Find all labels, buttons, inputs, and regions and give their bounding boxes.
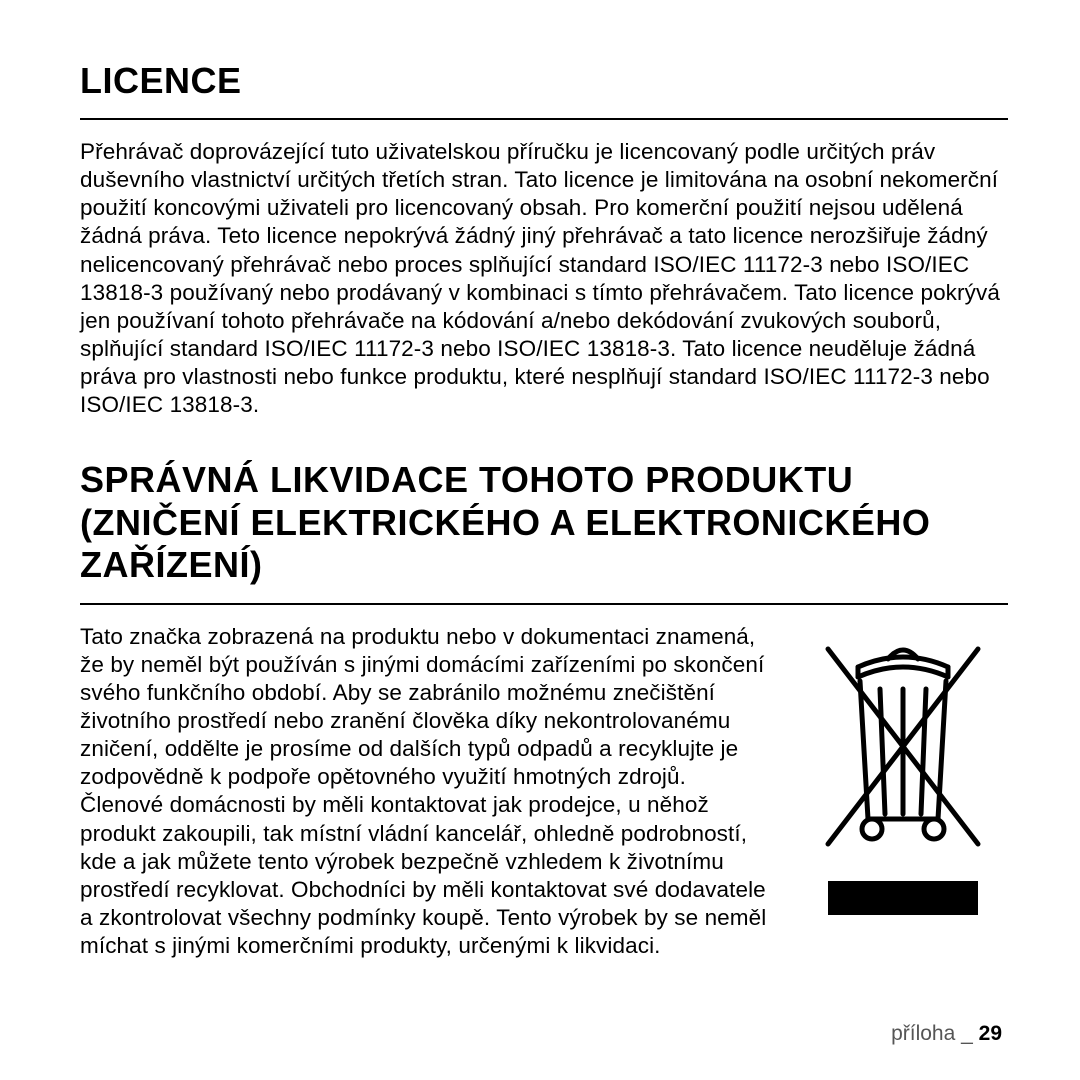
disposal-body: Tato značka zobrazená na produktu nebo v… bbox=[80, 623, 774, 961]
licence-body: Přehrávač doprovázející tuto uživatelsko… bbox=[80, 138, 1008, 419]
section-spacer bbox=[80, 419, 1008, 459]
weee-bin-icon bbox=[808, 629, 998, 859]
footer-page-number: 29 bbox=[979, 1022, 1002, 1045]
section-rule-2 bbox=[80, 603, 1008, 605]
section-rule bbox=[80, 118, 1008, 120]
footer-label: příloha _ bbox=[891, 1022, 979, 1045]
disposal-heading: SPRÁVNÁ LIKVIDACE TOHOTO PRODUKTU (ZNIČE… bbox=[80, 459, 1008, 586]
licence-heading: LICENCE bbox=[80, 60, 1008, 102]
weee-bar bbox=[828, 881, 978, 915]
page: LICENCE Přehrávač doprovázející tuto uži… bbox=[0, 0, 1080, 1080]
page-footer: příloha _ 29 bbox=[891, 1022, 1002, 1046]
disposal-figure bbox=[798, 623, 1008, 961]
disposal-section: Tato značka zobrazená na produktu nebo v… bbox=[80, 623, 1008, 961]
